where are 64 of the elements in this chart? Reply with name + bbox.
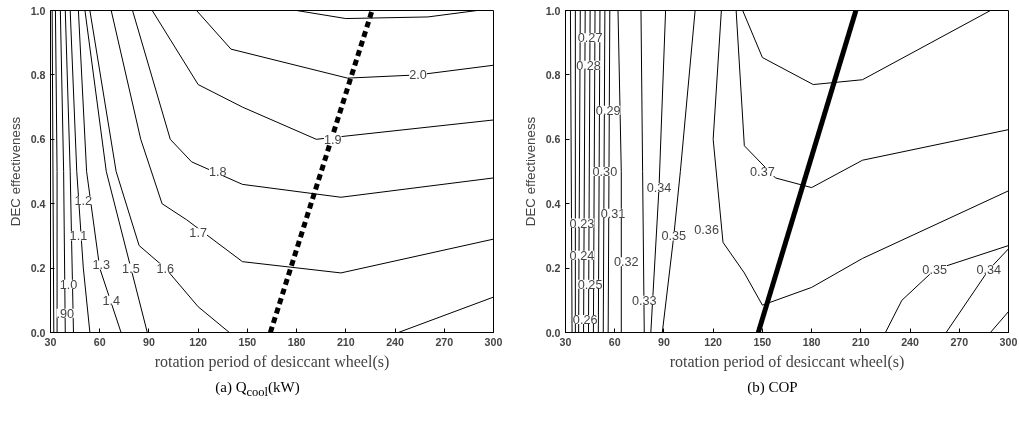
annotation: 0.29 xyxy=(595,103,621,118)
x-tick-label: 210 xyxy=(336,335,355,348)
y-tick-label: 0.6 xyxy=(30,133,46,146)
annotation: 0.25 xyxy=(577,277,603,292)
x-tick-label: 180 xyxy=(287,335,306,348)
annotation: 0.31 xyxy=(600,206,626,221)
annotation: 0.34 xyxy=(646,181,672,196)
y-axis-title: DEC effectiveness xyxy=(7,116,23,227)
annotation: 0.24 xyxy=(569,248,595,263)
y-tick-label: 1.0 xyxy=(30,4,46,17)
annotation: 1.5 xyxy=(122,261,140,276)
x-axis-title: rotation period of desiccant wheel(s) xyxy=(154,352,390,371)
annotation: 0.34 xyxy=(976,263,1002,278)
annotation: 1.9 xyxy=(323,132,342,147)
annotation: 0.36 xyxy=(694,222,719,237)
annotation: 1.8 xyxy=(209,165,227,179)
y-tick-label: 0.0 xyxy=(545,326,561,339)
annotation: 0.26 xyxy=(572,313,598,328)
x-tick-label: 270 xyxy=(435,335,454,348)
annotation: 1.3 xyxy=(92,258,111,273)
annotation: 0.35 xyxy=(661,229,687,244)
y-tick-label: 0.8 xyxy=(545,68,561,81)
x-tick-label: 30 xyxy=(559,335,572,348)
y-tick-label: 0.4 xyxy=(30,197,46,210)
y-tick-label: 0.2 xyxy=(545,262,561,275)
annotation: 0.33 xyxy=(631,293,657,308)
annotation: 0.32 xyxy=(613,255,639,270)
y-tick-label: 0.0 xyxy=(30,326,46,339)
x-tick-label: 180 xyxy=(802,335,821,348)
text: (b) COP xyxy=(746,378,799,397)
y-tick-label: 0.6 xyxy=(545,133,561,146)
x-tick-label: 270 xyxy=(950,335,969,348)
x-tick-label: 60 xyxy=(608,335,621,348)
x-tick-label: 300 xyxy=(484,335,503,348)
x-tick-label: 120 xyxy=(704,335,723,348)
x-tick-label: 240 xyxy=(386,335,405,348)
x-tick-label: 240 xyxy=(901,335,920,348)
annotation: 1.7 xyxy=(189,226,207,241)
annotation: 0.27 xyxy=(577,31,603,46)
y-tick-label: 0.8 xyxy=(30,68,46,81)
annotation: 0.30 xyxy=(592,165,618,179)
x-tick-label: 150 xyxy=(238,335,257,348)
x-tick-label: 90 xyxy=(143,335,155,348)
annotation: .90 xyxy=(56,306,75,321)
annotation: 0.37 xyxy=(750,165,775,179)
x-tick-label: 300 xyxy=(999,335,1018,348)
x-tick-label: 120 xyxy=(189,335,208,348)
y-tick-label: 1.0 xyxy=(545,4,561,17)
annotation: 1.4 xyxy=(102,293,121,308)
y-axis-title: DEC effectiveness xyxy=(522,116,538,227)
annotation: 1.2 xyxy=(74,193,93,208)
annotation: 1.0 xyxy=(59,277,78,292)
annotation: 0.28 xyxy=(576,58,601,73)
x-tick-label: 210 xyxy=(851,335,870,348)
annotation: 1.1 xyxy=(69,229,88,244)
x-tick-label: 90 xyxy=(658,335,670,348)
annotation: 0.23 xyxy=(569,216,595,231)
x-axis-title: rotation period of desiccant wheel(s) xyxy=(669,352,905,371)
x-tick-label: 60 xyxy=(93,335,106,348)
y-tick-label: 0.4 xyxy=(545,197,561,210)
x-tick-label: 30 xyxy=(44,335,57,348)
text: (a) Q$_{cool}$(kW) xyxy=(214,378,301,401)
y-tick-label: 0.2 xyxy=(30,262,46,275)
x-tick-label: 150 xyxy=(753,335,772,348)
